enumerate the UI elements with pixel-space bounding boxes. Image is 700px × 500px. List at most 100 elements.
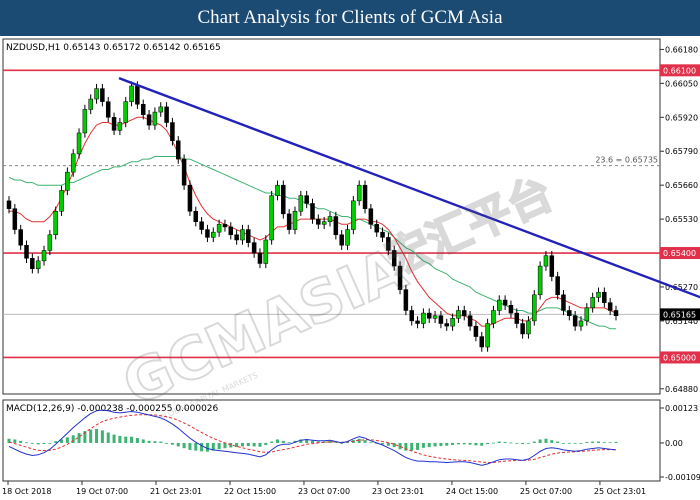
macd-hist-bar [445,442,449,446]
candle-body [537,265,543,296]
candle-body [216,224,222,233]
macd-hist-bar [211,442,215,451]
candle-body [386,237,391,251]
macd-hist-bar [544,438,548,443]
macd-hist-bar [223,442,227,449]
candle-body [193,211,199,222]
level-badge [660,247,700,260]
macd-hist-bar [299,439,303,443]
candle-body [164,106,169,123]
macd-hist-bar [596,441,600,443]
candle-body [70,153,76,173]
candle-body [532,294,537,322]
candle-body [158,106,163,113]
x-tick-label: 18 Oct 2018 [2,487,51,496]
macd-hist-bar [561,442,565,444]
candle-body [275,184,280,196]
macd-hist-bar [130,436,134,443]
macd-hist-bar [217,442,221,450]
candle-body [100,88,105,102]
candle-body [152,111,158,126]
macd-hist-bar [287,442,291,444]
candle-body [596,291,601,298]
macd-hist-bar [153,441,157,443]
candle-body [426,312,432,319]
macd-header: MACD(12,26,9) -0.000238 -0.000255 0.0000… [6,404,219,414]
candle-body [47,234,53,251]
banner-title: Chart Analysis for Clients of GCM Asia [197,7,503,28]
macd-hist-bar [7,438,11,443]
y-tick-label: 0.65790 [665,147,698,156]
macd-hist-bar [188,442,192,450]
candle-body [561,294,566,311]
x-tick-label: 22 Oct 15:00 [224,487,276,496]
candle-body [251,242,257,254]
macd-hist-bar [386,442,390,446]
candle-body [18,229,23,246]
candle-body [129,85,134,102]
macd-hist-bar [19,440,23,443]
candle-body [41,250,47,262]
x-tick-label: 19 Oct 07:00 [76,487,128,496]
candle-body [432,315,438,319]
macd-hist-bar [252,442,256,447]
macd-hist-bar [77,433,81,443]
macd-hist-bar [141,439,145,443]
macd-hist-bar [311,440,314,443]
candle-body [567,310,572,316]
macd-hist-bar [89,429,93,443]
candle-body [467,315,473,327]
candle-body [356,184,362,202]
macd-hist-bar [579,442,583,444]
macd-hist-bar [275,439,279,443]
macd-hist-bar [462,442,466,445]
macd-hist-bar [486,442,490,444]
candle-body [578,320,584,327]
macd-hist-bar [13,439,17,443]
candle-body [450,318,455,327]
candle-body [415,320,420,324]
level-label: 0.65400 [663,249,696,258]
macd-hist-bar [316,441,320,443]
x-tick-label: 21 Oct 23:01 [150,487,202,496]
candle-body [368,208,374,225]
chart-banner: Chart Analysis for Clients of GCM Asia [0,0,700,36]
macd-hist-bar [585,441,589,443]
macd-hist-bar [474,442,478,446]
candle-body [339,234,344,246]
candle-body [111,117,117,131]
macd-hist-bar [54,441,58,443]
symbol-header: NZDUSD,H1 0.65143 0.65172 0.65142 0.6516… [6,43,221,53]
macd-hist-bar [614,441,618,443]
macd-hist-bar [532,441,536,443]
candle-body [6,200,12,209]
candle-body [269,195,274,241]
y-tick-label: 0.65920 [665,113,698,122]
macd-hist-bar [363,440,367,443]
candle-body [397,265,403,290]
macd-hist-bar [270,441,274,443]
macd-panel: MACD(12,26,9) -0.000238 -0.000255 0.0000… [2,399,700,482]
y-tick-label: 0.64880 [665,385,698,394]
y-tick-label: 0.66050 [665,79,698,88]
macd-hist-bar [392,442,396,448]
candle-body [140,104,146,115]
candle-body [24,244,29,259]
macd-hist-bar [60,439,64,443]
candle-body [374,224,379,233]
macd-hist-bar [550,440,554,443]
macd-hist-bar [25,442,29,444]
macd-hist-bar [346,442,350,444]
candle-body [310,203,315,220]
candle-body [117,122,123,131]
macd-hist-bar [194,442,198,451]
candle-body [228,226,234,236]
macd-hist-bar [456,442,460,445]
macd-hist-bar [281,440,285,443]
candle-body [281,184,286,215]
macd-main-line [8,409,617,466]
macd-hist-bar [608,442,612,444]
candle-body [409,310,414,322]
macd-hist-bar [509,442,513,444]
candle-body [94,88,99,100]
